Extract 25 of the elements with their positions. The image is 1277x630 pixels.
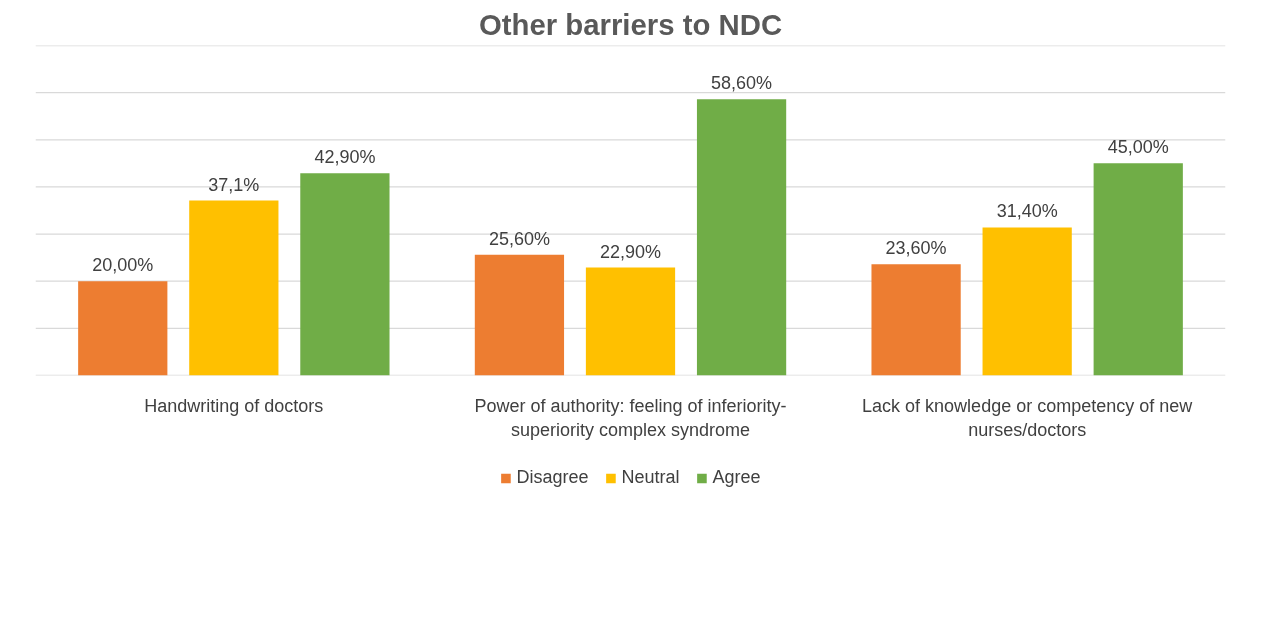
legend-label: Neutral xyxy=(621,467,680,488)
bar xyxy=(585,267,676,376)
bar xyxy=(78,281,168,376)
bar xyxy=(189,200,279,376)
data-label: 31,40% xyxy=(996,201,1058,222)
data-label: 42,90% xyxy=(314,147,376,168)
data-label: 23,60% xyxy=(885,238,947,259)
x-tick-label: Lack of knowledge or competency of new nurses/doctors xyxy=(862,395,1194,440)
bar xyxy=(300,173,390,376)
bar xyxy=(696,99,787,376)
x-tick-label: Power of authority: feeling of inferiority-superiority complex syndrome xyxy=(474,395,787,440)
chart-title: Other barriers to NDC xyxy=(478,7,783,41)
data-label: 22,90% xyxy=(599,241,662,262)
bar xyxy=(982,227,1072,376)
data-label: 45,00% xyxy=(1107,137,1169,158)
bar xyxy=(474,254,565,376)
x-tick-label: Handwriting of doctors xyxy=(144,395,324,416)
bar xyxy=(1093,163,1183,376)
data-label: 20,00% xyxy=(92,255,154,276)
data-label: 58,60% xyxy=(711,73,773,94)
bar xyxy=(871,264,961,376)
data-label: 37,1% xyxy=(208,174,260,195)
data-label: 25,60% xyxy=(488,228,550,249)
legend-label: Disagree xyxy=(516,467,589,488)
legend-label: Agree xyxy=(712,467,761,488)
